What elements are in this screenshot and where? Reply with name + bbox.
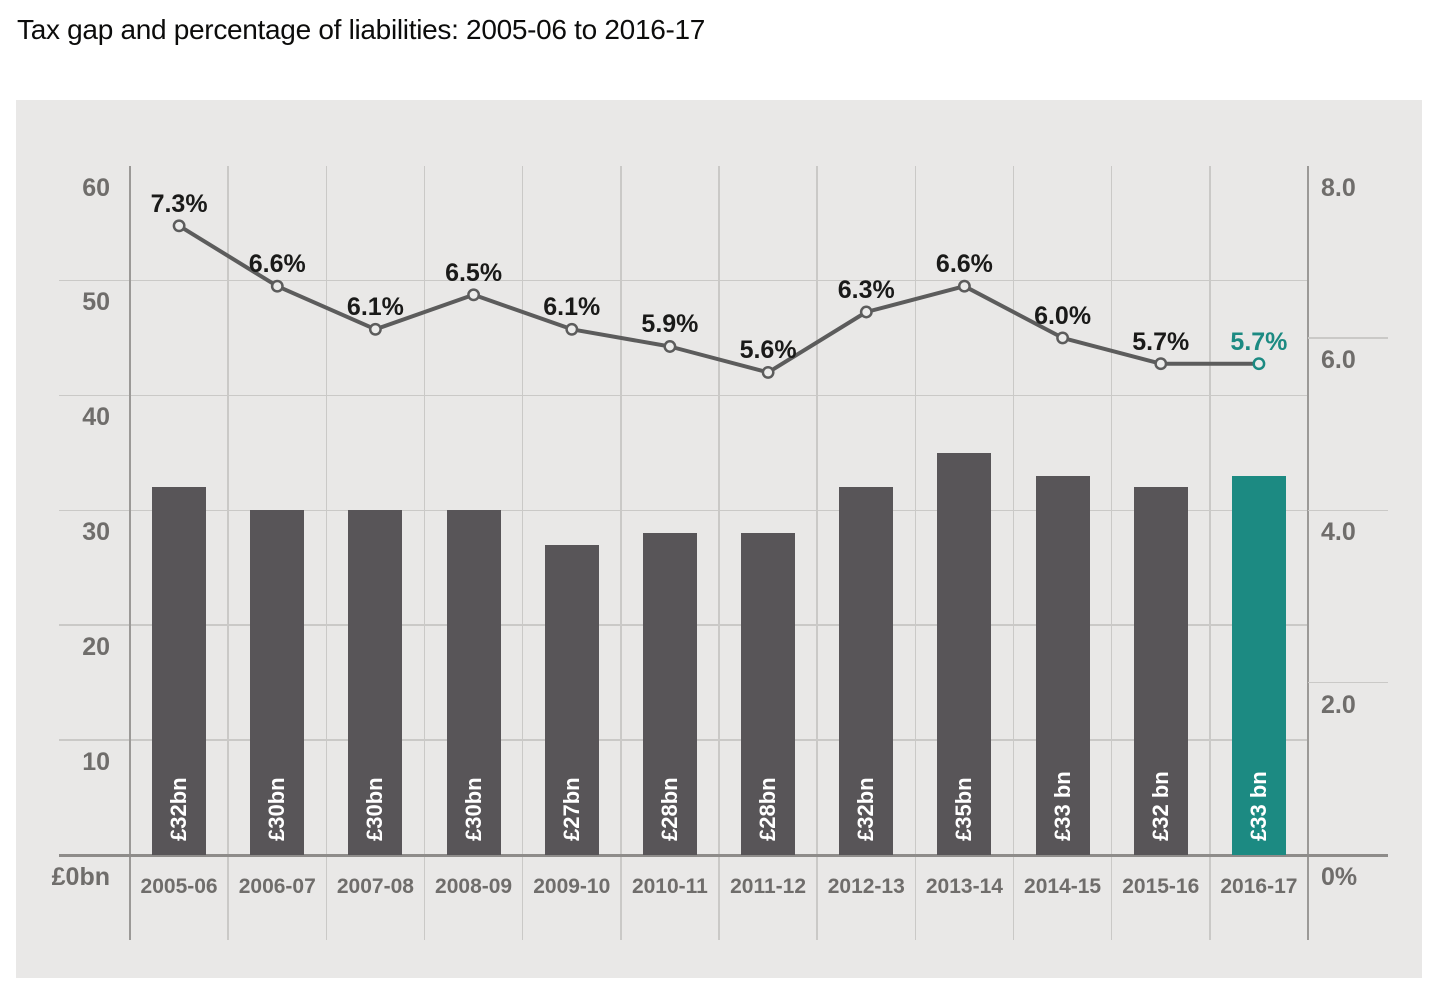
line-marker [565, 322, 579, 336]
category-label: 2013-14 [925, 875, 1003, 898]
left-axis-label: 10 [82, 748, 110, 777]
category-label: 2009-10 [533, 875, 611, 898]
percentage-label: 6.1% [543, 293, 601, 322]
left-axis-label: 30 [82, 518, 110, 547]
left-axis-label: 50 [82, 288, 110, 317]
left-axis-label: 20 [82, 633, 110, 662]
left-axis-label: 40 [82, 403, 110, 432]
right-axis-tick [1308, 337, 1388, 339]
grid-vline [227, 165, 229, 940]
axis-baseline [59, 854, 1388, 857]
percentage-label: 6.5% [445, 258, 503, 287]
category-label: 2005-06 [140, 875, 218, 898]
grid-vline [620, 165, 622, 940]
grid-vline [325, 165, 328, 940]
grid-vline [718, 165, 720, 940]
grid-hline [59, 279, 1308, 282]
grid-vline [914, 165, 917, 940]
percentage-label: 7.3% [150, 189, 208, 218]
category-label: 2012-13 [827, 875, 905, 898]
category-label: 2016-17 [1220, 875, 1298, 898]
bar [544, 544, 599, 855]
right-axis-label: 6.0 [1321, 345, 1356, 374]
percentage-label: 6.6% [935, 250, 993, 279]
bar [642, 533, 697, 855]
line-marker [761, 365, 775, 379]
category-label: 2006-07 [238, 875, 316, 898]
category-label: 2010-11 [631, 875, 708, 898]
grid-hline [59, 509, 1308, 511]
grid-vline [1012, 165, 1015, 940]
bar [348, 510, 403, 855]
bar [839, 487, 894, 855]
percentage-label: 6.3% [837, 276, 895, 305]
category-label: 2011-12 [730, 875, 807, 898]
bar [937, 452, 992, 855]
bar [250, 510, 305, 855]
bar-highlight [1231, 475, 1286, 855]
right-axis-tick [1308, 681, 1388, 684]
left-axis-zero-label: £0bn [51, 863, 110, 891]
percentage-label: 5.9% [641, 310, 699, 339]
grid-hline [59, 394, 1308, 397]
line-marker [663, 340, 677, 353]
bar [741, 533, 796, 855]
line-marker [270, 279, 284, 293]
right-axis-label: 2.0 [1321, 690, 1356, 719]
line-marker [859, 305, 873, 319]
right-axis-label: 4.0 [1321, 518, 1356, 547]
left-axis-label: 60 [82, 173, 110, 202]
axis-boundary-line [129, 165, 131, 940]
category-label: 2014-15 [1024, 875, 1102, 898]
bar [1035, 475, 1090, 855]
grid-vline [1110, 165, 1113, 940]
percentage-label: 6.1% [346, 293, 404, 322]
line-marker [467, 288, 481, 302]
category-label: 2007-08 [336, 875, 414, 898]
percentage-label: 6.0% [1034, 301, 1092, 330]
bar [446, 510, 501, 855]
percentage-line [178, 224, 1259, 375]
percentage-label: 5.7% [1230, 327, 1288, 356]
line-marker [1154, 357, 1168, 371]
grid-vline [423, 165, 426, 940]
percentage-label: 6.6% [248, 250, 306, 279]
grid-vline [521, 165, 524, 940]
bar [1133, 487, 1188, 855]
grid-vline [816, 165, 818, 940]
line-marker [172, 219, 186, 233]
right-axis-tick [1308, 509, 1388, 511]
axis-boundary-line [1307, 165, 1309, 940]
grid-vline [1209, 165, 1211, 940]
chart-title: Tax gap and percentage of liabilities: 2… [17, 14, 706, 45]
percentage-label: 5.6% [739, 336, 797, 365]
line-marker [1056, 331, 1070, 345]
bar [152, 487, 207, 855]
right-axis-label: 8.0 [1321, 173, 1356, 202]
line-marker [1252, 357, 1266, 371]
percentage-label: 5.7% [1132, 327, 1190, 356]
line-marker [368, 322, 382, 336]
category-label: 2008-09 [435, 875, 513, 898]
category-label: 2015-16 [1122, 875, 1200, 898]
line-marker [957, 279, 971, 293]
right-axis-zero-label: 0% [1321, 863, 1358, 891]
